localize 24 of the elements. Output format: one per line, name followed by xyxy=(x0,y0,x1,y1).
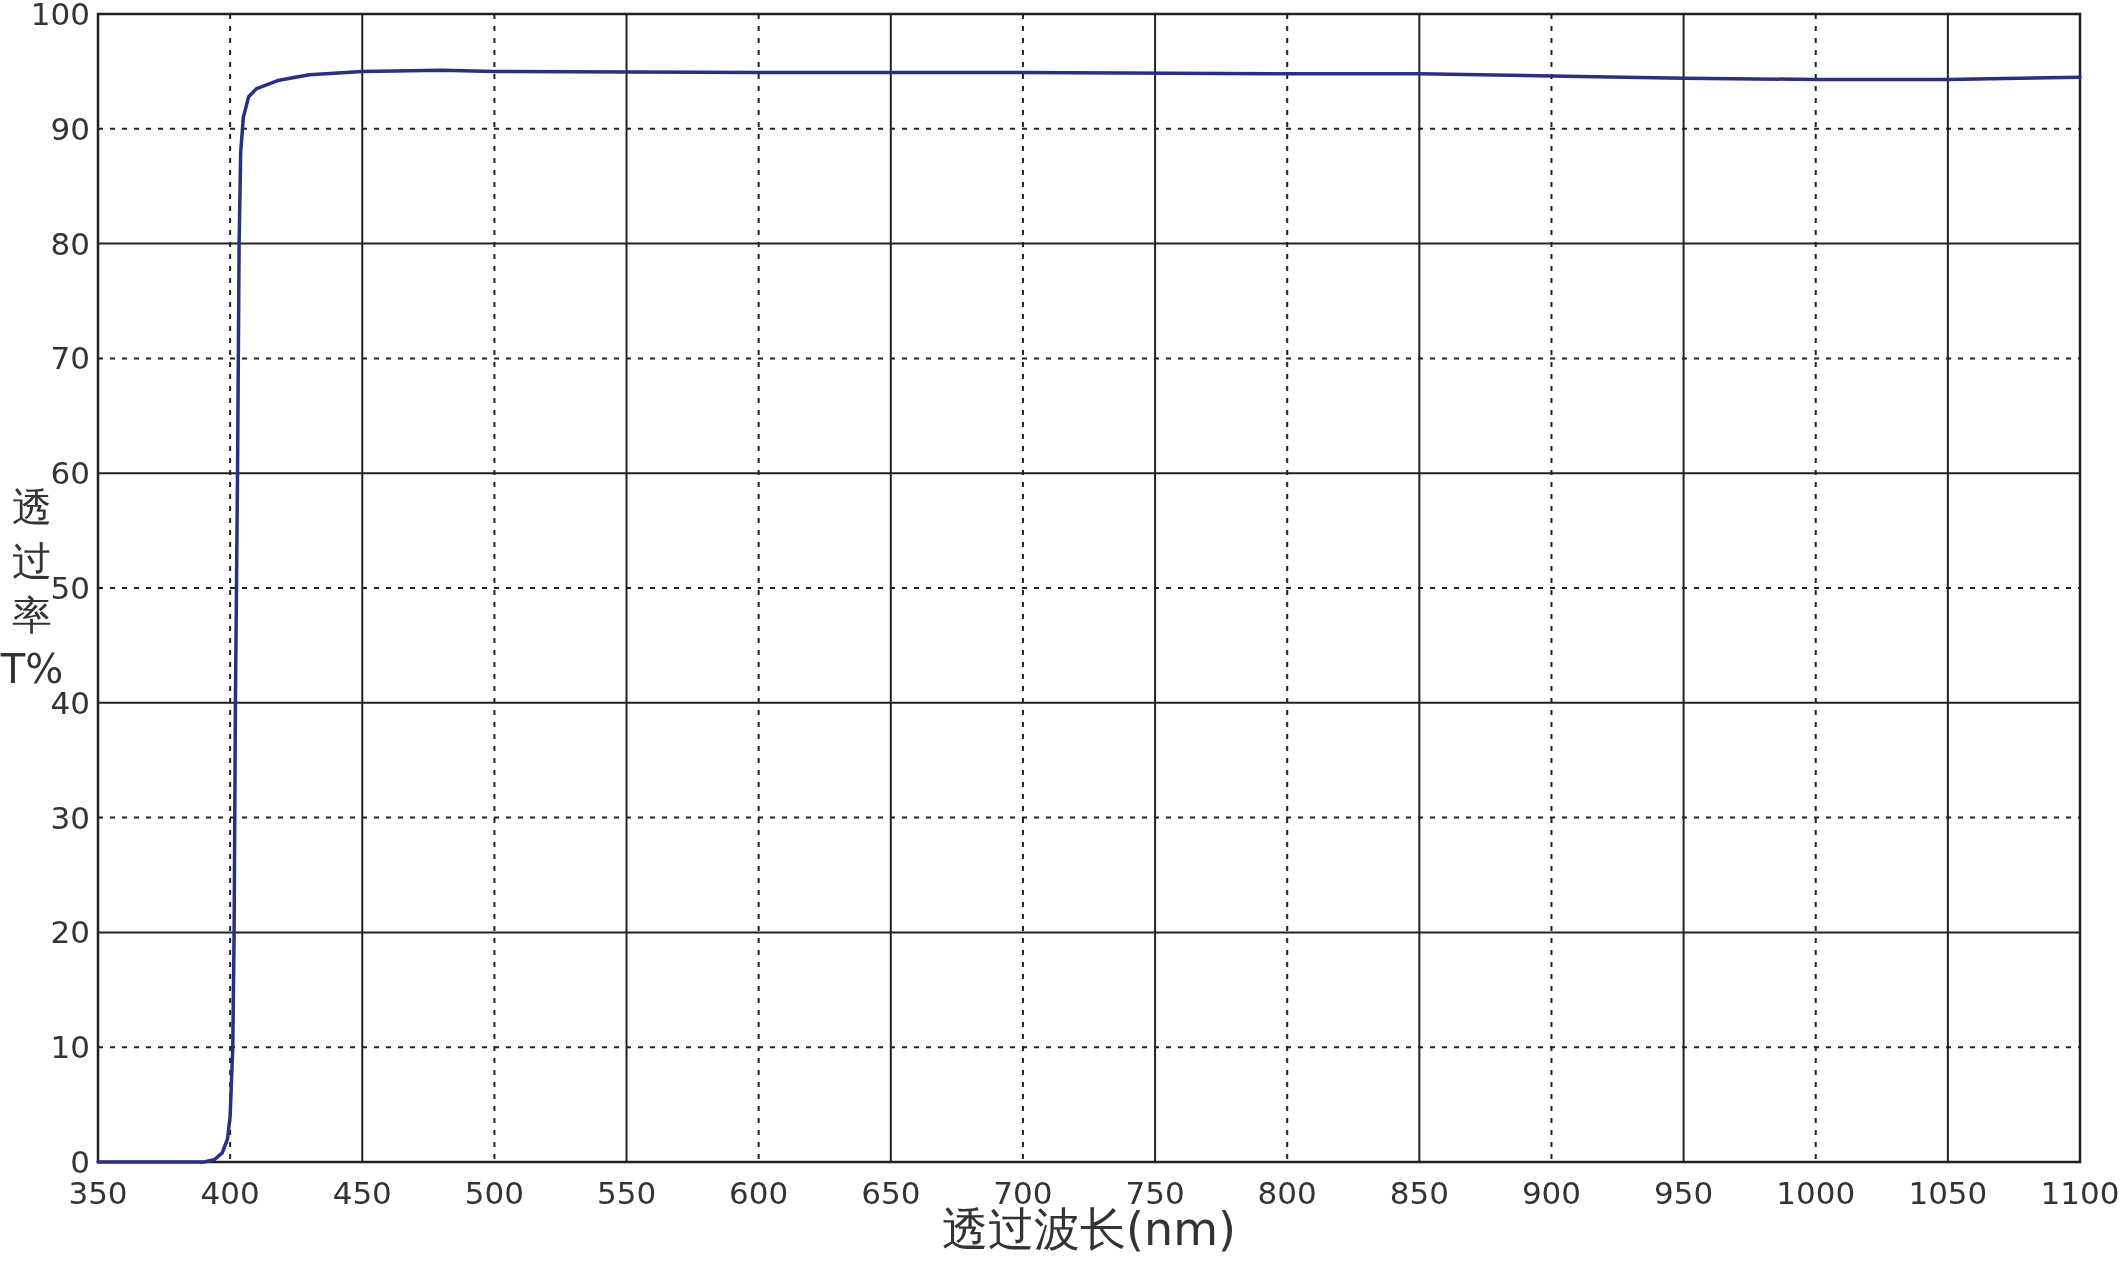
y-tick-label: 60 xyxy=(50,455,90,492)
y-tick-label: 50 xyxy=(50,570,90,606)
y-tick-label: 100 xyxy=(30,0,90,32)
x-tick-label: 450 xyxy=(332,1175,392,1211)
y-tick-label: 40 xyxy=(50,684,90,721)
y-tick-label: 80 xyxy=(50,225,90,262)
x-tick-label: 1050 xyxy=(1908,1175,1988,1211)
y-tick-label: 70 xyxy=(50,340,90,377)
x-tick-label: 1000 xyxy=(1776,1175,1856,1211)
x-tick-label: 800 xyxy=(1257,1175,1317,1211)
y-tick-label: 20 xyxy=(50,914,90,951)
x-tick-label: 900 xyxy=(1521,1175,1582,1211)
x-tick-label: 600 xyxy=(729,1175,789,1211)
x-tick-label: 400 xyxy=(200,1175,260,1211)
y-tick-label: 10 xyxy=(50,1029,90,1066)
x-tick-label: 650 xyxy=(861,1175,921,1211)
x-tick-label: 950 xyxy=(1654,1175,1714,1211)
x-tick-label: 500 xyxy=(464,1175,524,1211)
y-tick-label: 90 xyxy=(50,110,90,147)
x-tick-label: 550 xyxy=(596,1175,657,1211)
x-tick-label: 750 xyxy=(1125,1175,1185,1211)
x-tick-label: 1100 xyxy=(2040,1175,2120,1211)
y-tick-label: 30 xyxy=(50,799,90,836)
x-tick-label: 850 xyxy=(1389,1175,1449,1211)
